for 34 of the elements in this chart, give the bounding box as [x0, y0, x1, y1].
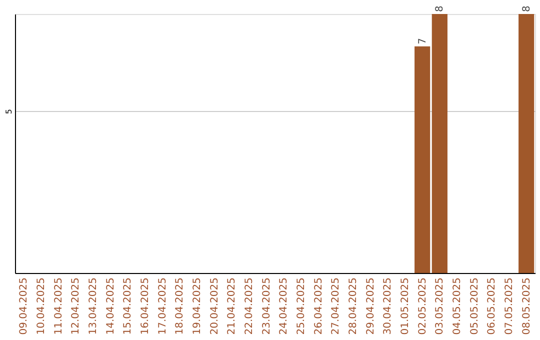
x-tick-label: 19.04.2025 [192, 278, 203, 335]
x-tick-label: 02.05.2025 [417, 278, 428, 335]
x-tick-label: 11.04.2025 [53, 278, 64, 335]
x-tick-label: 14.04.2025 [105, 278, 116, 335]
x-tick-label: 18.04.2025 [174, 278, 186, 335]
x-tick-label: 27.04.2025 [330, 278, 342, 335]
x-tick-label: 01.05.2025 [400, 278, 411, 335]
x-tick-label: 17.04.2025 [157, 278, 168, 335]
x-tick-label: 23.04.2025 [261, 278, 272, 335]
x-tick-label: 15.04.2025 [122, 278, 134, 335]
x-tick-label: 22.04.2025 [244, 278, 255, 335]
data-label: 8 [521, 6, 532, 12]
x-tick-label: 26.04.2025 [313, 278, 324, 335]
x-tick-label: 20.04.2025 [209, 278, 220, 335]
x-tick-label: 24.04.2025 [278, 278, 290, 335]
x-tick-label: 06.05.2025 [486, 278, 498, 335]
x-tick-label: 07.05.2025 [504, 278, 515, 335]
x-tick-label: 05.05.2025 [469, 278, 480, 335]
x-tick-label: 09.04.2025 [18, 278, 30, 335]
x-tick-label: 30.04.2025 [382, 278, 394, 335]
x-tick-label: 28.04.2025 [348, 278, 359, 335]
x-tick-label: 12.04.2025 [70, 278, 82, 335]
x-tick-label: 16.04.2025 [140, 278, 151, 335]
x-tick-label: 04.05.2025 [452, 278, 463, 335]
x-tick-label: 25.04.2025 [296, 278, 307, 335]
x-tick-label: 21.04.2025 [226, 278, 238, 335]
x-tick-label: 10.04.2025 [36, 278, 47, 335]
x-tick-label: 29.04.2025 [365, 278, 376, 335]
data-label: 7 [417, 38, 428, 44]
x-tick-label: 13.04.2025 [88, 278, 99, 335]
y-tick-label: 5 [4, 109, 14, 114]
x-tick-label: 08.05.2025 [521, 278, 532, 335]
data-label: 8 [434, 6, 446, 12]
x-tick-label: 03.05.2025 [434, 278, 446, 335]
